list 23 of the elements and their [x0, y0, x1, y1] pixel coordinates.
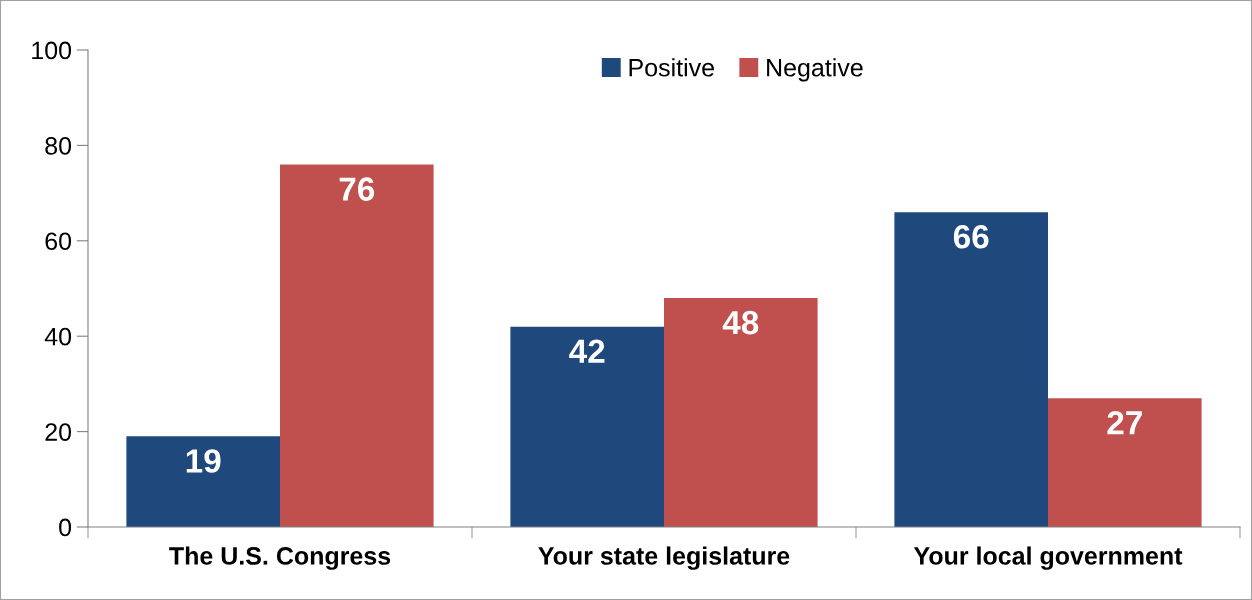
bar [1048, 398, 1202, 527]
y-tick-label: 20 [45, 423, 72, 441]
data-label: 27 [1107, 411, 1142, 435]
legend-label: Negative [767, 58, 863, 82]
data-label: 76 [339, 177, 375, 201]
y-tick-label: 40 [44, 327, 72, 346]
bar [280, 164, 434, 527]
y-tick-label: 0 [59, 518, 72, 537]
legend-label: Positive [629, 58, 714, 77]
y-tick-label: 60 [45, 232, 72, 251]
x-tick-label: Your local government [913, 546, 1183, 570]
data-label: 48 [722, 310, 759, 335]
bar [126, 436, 280, 527]
data-label: 42 [569, 339, 605, 363]
data-label: 66 [953, 224, 989, 249]
bar [510, 326, 664, 527]
x-tick-label: The U.S. Congress [169, 546, 391, 570]
y-tick-label: 80 [45, 137, 72, 155]
y-tick-label: 100 [32, 41, 72, 60]
bar [664, 298, 818, 527]
bar [894, 212, 1048, 527]
x-tick-label: Your state legislature [538, 546, 790, 570]
data-label: 19 [186, 449, 221, 473]
